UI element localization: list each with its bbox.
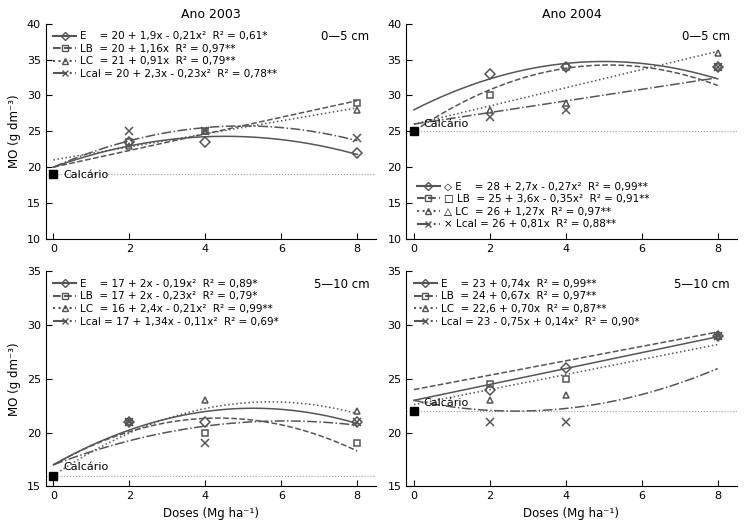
Text: 0—5 cm: 0—5 cm xyxy=(322,30,370,43)
Legend: ◇ E    = 28 + 2,7x - 0,27x²  R² = 0,99**, □ LB  = 25 + 3,6x - 0,35x²  R² = 0,91*: ◇ E = 28 + 2,7x - 0,27x² R² = 0,99**, □ … xyxy=(415,180,652,231)
Text: 5—10 cm: 5—10 cm xyxy=(314,278,370,291)
Y-axis label: MO (g dm⁻³): MO (g dm⁻³) xyxy=(8,95,22,168)
X-axis label: Doses (Mg ha⁻¹): Doses (Mg ha⁻¹) xyxy=(524,507,620,520)
Title: Ano 2003: Ano 2003 xyxy=(181,8,241,21)
X-axis label: Doses (Mg ha⁻¹): Doses (Mg ha⁻¹) xyxy=(163,507,259,520)
Text: Calcário: Calcário xyxy=(423,398,469,408)
Legend: E    = 17 + 2x - 0,19x²  R² = 0,89*, LB  = 17 + 2x - 0,23x²  R² = 0,79*, LC  = 1: E = 17 + 2x - 0,19x² R² = 0,89*, LB = 17… xyxy=(51,277,281,328)
Title: Ano 2004: Ano 2004 xyxy=(542,8,601,21)
Text: 5—10 cm: 5—10 cm xyxy=(674,278,730,291)
Text: Calcário: Calcário xyxy=(423,119,469,129)
Y-axis label: MO (g dm⁻³): MO (g dm⁻³) xyxy=(8,342,22,416)
Legend: E    = 20 + 1,9x - 0,21x²  R² = 0,61*, LB  = 20 + 1,16x  R² = 0,97**, LC  = 21 +: E = 20 + 1,9x - 0,21x² R² = 0,61*, LB = … xyxy=(51,29,279,81)
Legend: E    = 23 + 0,74x  R² = 0,99**, LB  = 24 + 0,67x  R² = 0,97**, LC  = 22,6 + 0,70: E = 23 + 0,74x R² = 0,99**, LB = 24 + 0,… xyxy=(411,277,641,328)
Text: Calcário: Calcário xyxy=(63,170,108,180)
Text: 0—5 cm: 0—5 cm xyxy=(682,30,730,43)
Text: Calcário: Calcário xyxy=(63,463,108,472)
